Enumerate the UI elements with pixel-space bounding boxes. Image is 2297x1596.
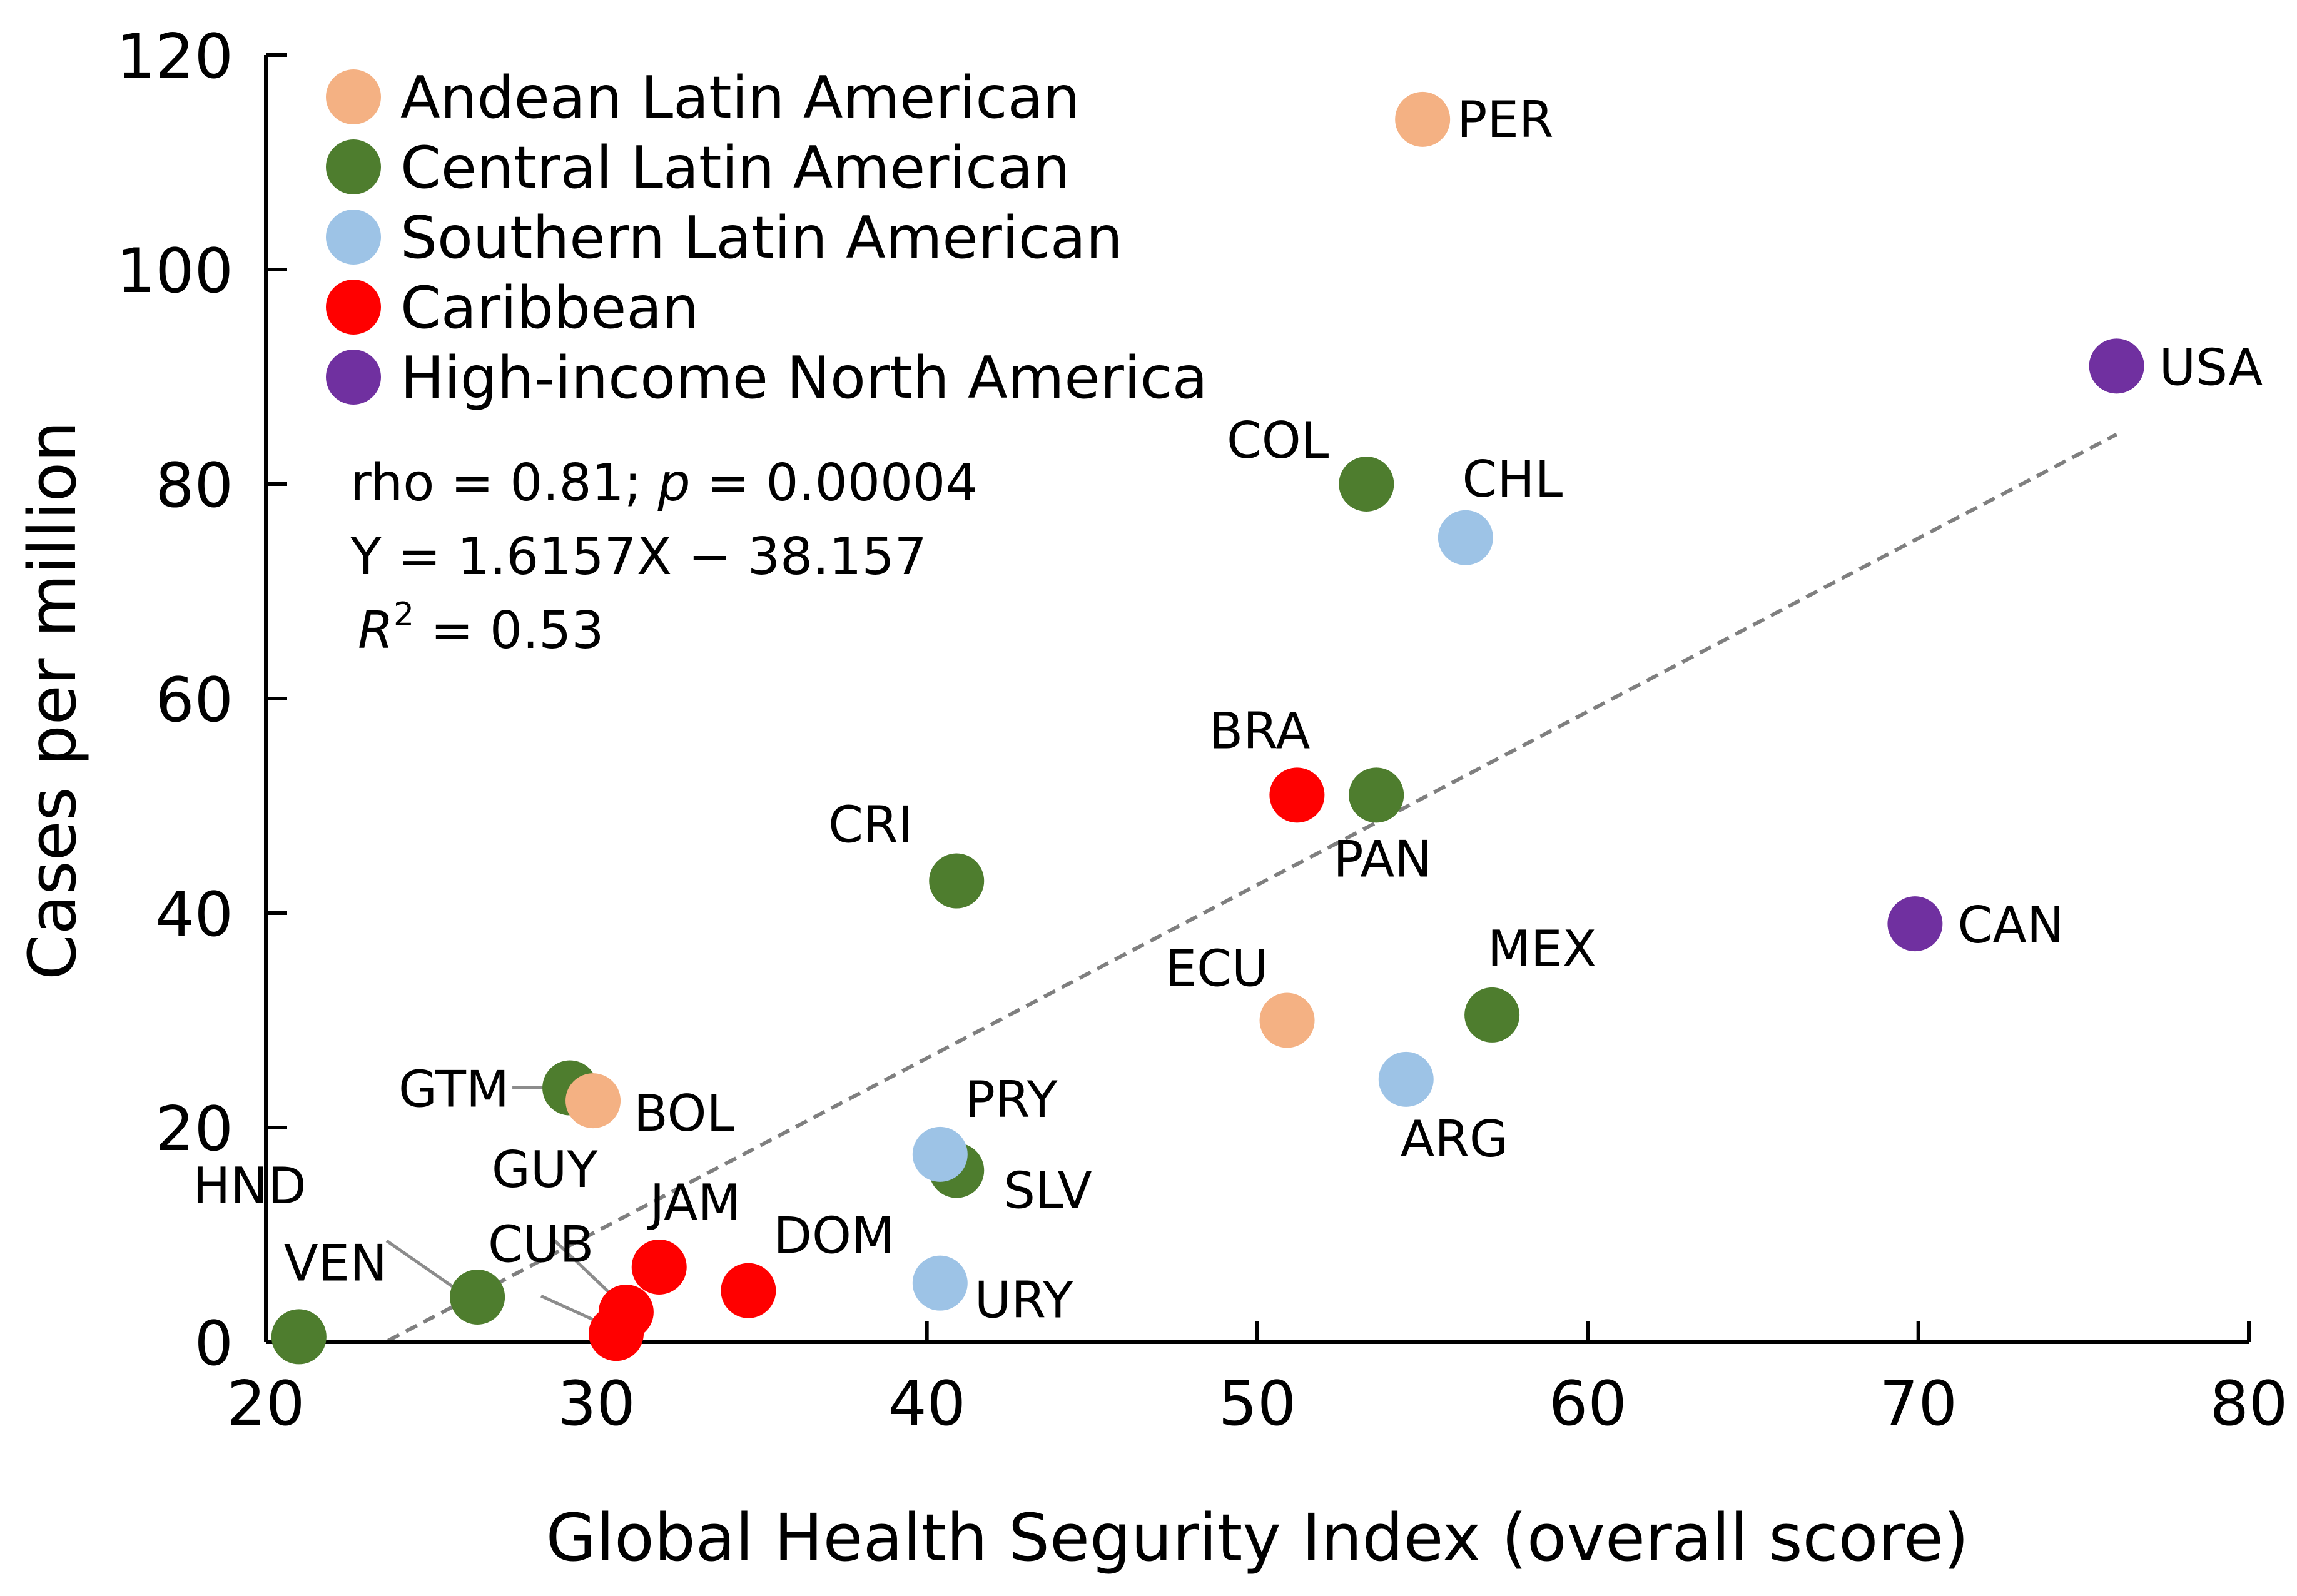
y-tick-label: 100 <box>116 236 233 307</box>
r-squared-annotation: R2 = 0.53 <box>358 596 604 660</box>
point-dom <box>721 1263 776 1318</box>
regression-equation: Y = 1.6157X − 38.157 <box>350 527 927 587</box>
x-tick-label: 80 <box>2210 1368 2288 1440</box>
legend-label-andean-latin-american: Andean Latin American <box>400 64 1080 131</box>
point-ven <box>271 1309 327 1365</box>
point-label-hnd: HND <box>193 1157 307 1215</box>
r2-symbol: R <box>358 601 393 660</box>
legend-label-caribbean: Caribbean <box>400 274 699 341</box>
y-tick-label: 120 <box>116 21 233 93</box>
point-hnd <box>450 1269 505 1325</box>
point-bra <box>1269 767 1325 823</box>
point-label-ury: URY <box>975 1271 1074 1330</box>
regression-fit-line <box>387 432 2118 1343</box>
legend-marker-high-income-north-america <box>326 350 381 405</box>
x-tick-label: 60 <box>1549 1368 1627 1440</box>
point-label-cub: CUB <box>488 1215 594 1273</box>
point-jam <box>631 1239 687 1295</box>
point-label-col: COL <box>1227 412 1329 470</box>
point-label-ven: VEN <box>284 1234 387 1292</box>
y-tick-label: 20 <box>155 1094 233 1165</box>
x-tick-label: 30 <box>557 1368 636 1440</box>
point-label-per: PER <box>1457 91 1553 149</box>
legend-marker-central-latin-american <box>326 139 381 194</box>
point-label-bra: BRA <box>1209 702 1310 760</box>
x-tick-label: 50 <box>1219 1368 1297 1440</box>
point-label-pan: PAN <box>1333 830 1432 888</box>
point-label-usa: USA <box>2159 338 2263 396</box>
y-tick-label: 80 <box>155 450 233 522</box>
point-chl <box>1438 510 1493 565</box>
point-label-gtm: GTM <box>398 1061 509 1119</box>
point-label-jam: JAM <box>647 1174 741 1232</box>
point-pry <box>912 1126 968 1182</box>
x-tick-label: 40 <box>888 1368 966 1440</box>
legend-label-central-latin-american: Central Latin American <box>400 134 1070 201</box>
point-label-guy: GUY <box>492 1141 599 1199</box>
point-label-chl: CHL <box>1463 450 1563 508</box>
point-per <box>1395 91 1451 147</box>
point-label-arg: ARG <box>1401 1110 1508 1168</box>
point-cri <box>929 853 985 909</box>
r2-value: = 0.53 <box>414 601 604 660</box>
x-tick-label: 20 <box>227 1368 305 1440</box>
r2-exponent: 2 <box>393 596 414 634</box>
point-usa <box>2089 338 2144 394</box>
legend-marker-southern-latin-american <box>326 210 381 265</box>
point-ury <box>912 1255 968 1311</box>
point-label-slv: SLV <box>1003 1162 1092 1220</box>
legend-label-southern-latin-american: Southern Latin American <box>400 204 1123 271</box>
point-can <box>1887 896 1943 952</box>
point-label-pry: PRY <box>965 1071 1058 1129</box>
x-tick-label: 70 <box>1879 1368 1957 1440</box>
point-label-can: CAN <box>1957 896 2064 954</box>
legend-marker-andean-latin-american <box>326 69 381 124</box>
y-axis-title: Cases per million <box>14 421 91 980</box>
point-ecu <box>1259 992 1315 1048</box>
legend-marker-caribbean <box>326 280 381 335</box>
leader-line-hnd <box>385 1239 460 1293</box>
y-tick-label: 40 <box>155 879 233 951</box>
point-bol <box>565 1073 621 1129</box>
legend-label-high-income-north-america: High-income North America <box>400 344 1208 412</box>
point-label-ecu: ECU <box>1165 940 1269 998</box>
point-mex <box>1464 987 1520 1043</box>
y-tick-label: 60 <box>155 665 233 736</box>
point-col <box>1339 457 1394 512</box>
point-label-mex: MEX <box>1488 920 1596 978</box>
point-arg <box>1378 1051 1434 1107</box>
p-value: = 0.00004 <box>691 453 978 513</box>
p-symbol: p <box>657 453 691 513</box>
point-label-cri: CRI <box>828 796 913 854</box>
point-label-bol: BOL <box>634 1084 734 1143</box>
y-tick-label: 0 <box>195 1308 233 1380</box>
point-label-dom: DOM <box>773 1207 895 1265</box>
rho-annotation: rho = 0.81; p = 0.00004 <box>350 453 978 513</box>
rho-prefix: rho = 0.81; <box>350 453 658 513</box>
x-axis-title: Global Health Segurity Index (overall sc… <box>546 1500 1969 1576</box>
point-pan <box>1349 767 1404 823</box>
point-cub <box>589 1306 644 1361</box>
